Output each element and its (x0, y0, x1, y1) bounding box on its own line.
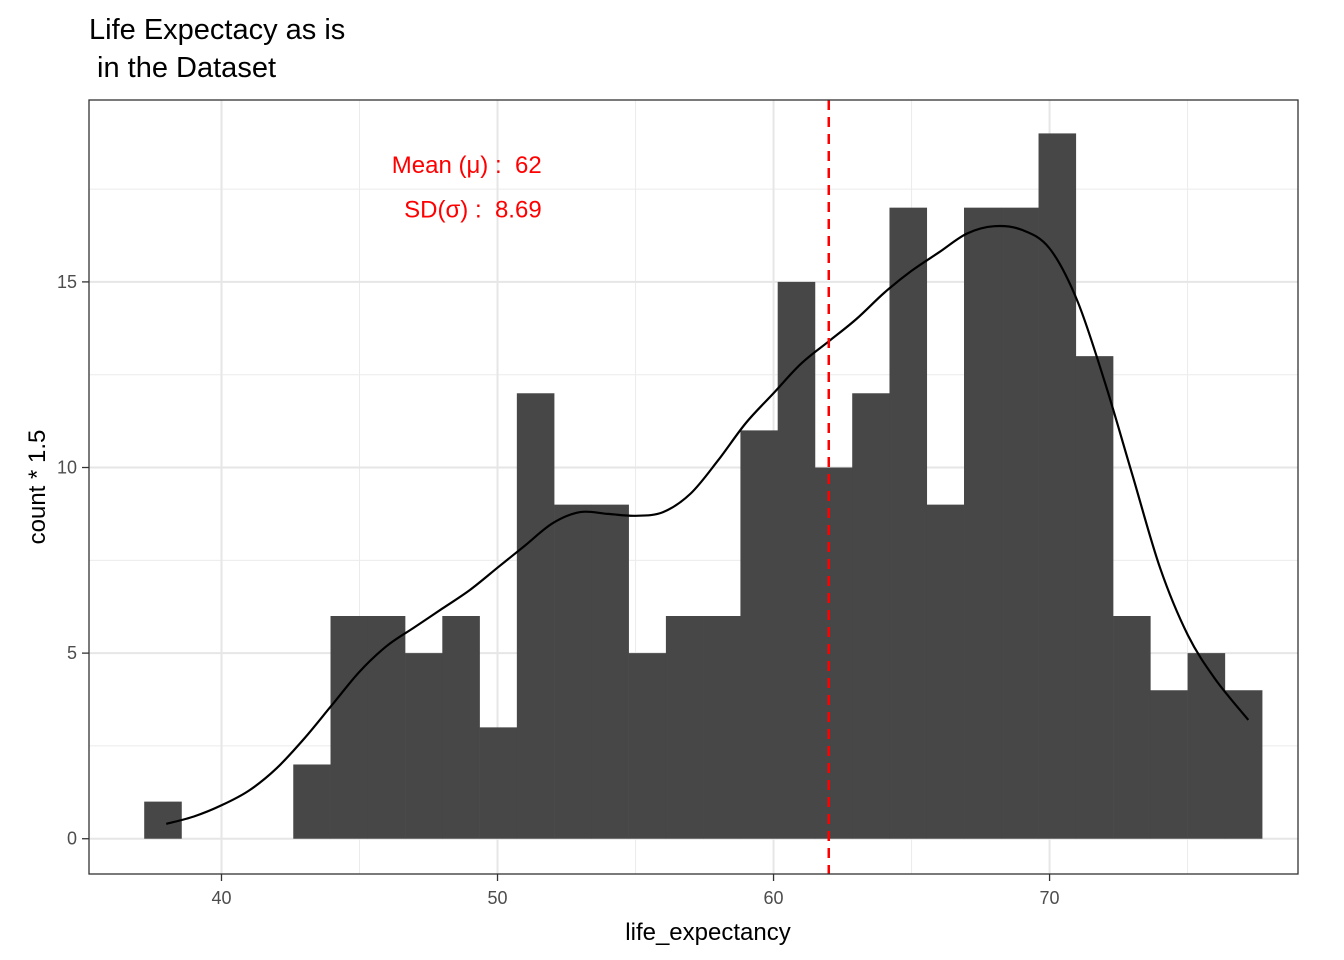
histogram-bar (703, 616, 741, 839)
x-tick-label: 70 (1040, 888, 1060, 908)
histogram-bar (330, 616, 369, 839)
histogram-bar (926, 504, 965, 839)
histogram-bar (554, 504, 592, 839)
y-tick-label: 0 (67, 829, 77, 849)
x-axis-title: life_expectancy (625, 919, 790, 946)
density-curve (166, 224, 1250, 825)
plot-panel-border (88, 99, 1299, 875)
histogram-bar (777, 281, 816, 839)
y-axis: 0 5 10 15 (57, 272, 89, 849)
y-tick-label: 10 (57, 458, 77, 478)
histogram-bar (405, 653, 443, 839)
histogram-bar (1075, 356, 1114, 839)
histogram-bar (479, 727, 518, 839)
histogram-bar (1038, 133, 1077, 839)
histogram-bar (591, 504, 629, 839)
histogram-bar (1224, 690, 1263, 839)
histogram-bar (889, 207, 928, 839)
chart-title-line-2: in the Dataset (89, 52, 276, 84)
stats-annotation: Mean (μ) : 62 SD(σ) : 8.69 (392, 152, 542, 223)
histogram-bar (1150, 690, 1188, 839)
histogram-bar (665, 616, 704, 839)
x-tick-label: 50 (488, 888, 508, 908)
histogram-bar (628, 653, 667, 839)
histogram-bars (144, 133, 1263, 839)
histogram-bar (293, 764, 331, 839)
x-tick-label: 40 (211, 888, 231, 908)
histogram-bar (144, 801, 182, 839)
y-axis-title: count * 1.5 (24, 430, 51, 545)
histogram-bar (1187, 653, 1226, 839)
histogram-bar (1113, 616, 1151, 839)
histogram-bar (516, 393, 555, 839)
mean-annotation: Mean (μ) : 62 (392, 152, 542, 179)
histogram-bar (442, 616, 480, 839)
x-tick-label: 60 (764, 888, 784, 908)
histogram-bar (1001, 207, 1039, 839)
x-axis: 40 50 60 70 (211, 874, 1060, 908)
y-tick-label: 5 (67, 643, 77, 663)
sd-annotation: SD(σ) : 8.69 (404, 196, 542, 223)
histogram-bar (367, 616, 406, 839)
histogram-bar (814, 467, 853, 839)
histogram-bar (740, 430, 778, 839)
chart-title-line-1: Life Expectacy as is (89, 14, 345, 46)
histogram-bar (964, 207, 1002, 839)
histogram-bar (852, 393, 890, 839)
y-tick-label: 15 (57, 272, 77, 292)
